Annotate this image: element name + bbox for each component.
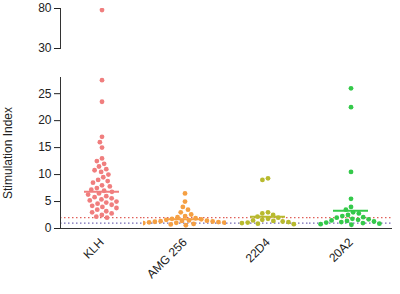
svg-text:80: 80 xyxy=(38,1,52,15)
svg-text:Stimulation Index: Stimulation Index xyxy=(1,107,15,199)
svg-text:5: 5 xyxy=(45,194,52,208)
svg-text:15: 15 xyxy=(38,140,52,154)
svg-text:AMG 256: AMG 256 xyxy=(144,235,190,281)
svg-text:20: 20 xyxy=(38,113,52,127)
svg-text:25: 25 xyxy=(38,87,52,101)
svg-text:30: 30 xyxy=(38,41,52,55)
svg-text:22D4: 22D4 xyxy=(243,235,273,265)
svg-text:KLH: KLH xyxy=(80,235,106,261)
svg-text:0: 0 xyxy=(45,221,52,235)
svg-text:10: 10 xyxy=(38,167,52,181)
svg-text:20A2: 20A2 xyxy=(326,235,356,265)
